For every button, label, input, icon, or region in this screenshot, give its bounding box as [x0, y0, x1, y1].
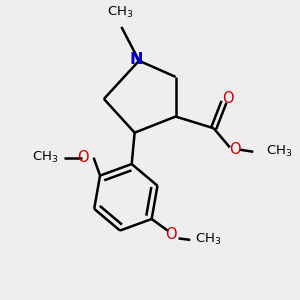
Text: O: O [78, 150, 89, 165]
Text: O: O [223, 91, 234, 106]
Text: CH$_3$: CH$_3$ [266, 144, 293, 159]
Text: N: N [130, 52, 143, 67]
Text: O: O [229, 142, 241, 157]
Text: CH$_3$: CH$_3$ [195, 232, 221, 248]
Text: CH$_3$: CH$_3$ [107, 4, 133, 20]
Text: O: O [165, 226, 177, 242]
Text: CH$_3$: CH$_3$ [32, 150, 58, 165]
